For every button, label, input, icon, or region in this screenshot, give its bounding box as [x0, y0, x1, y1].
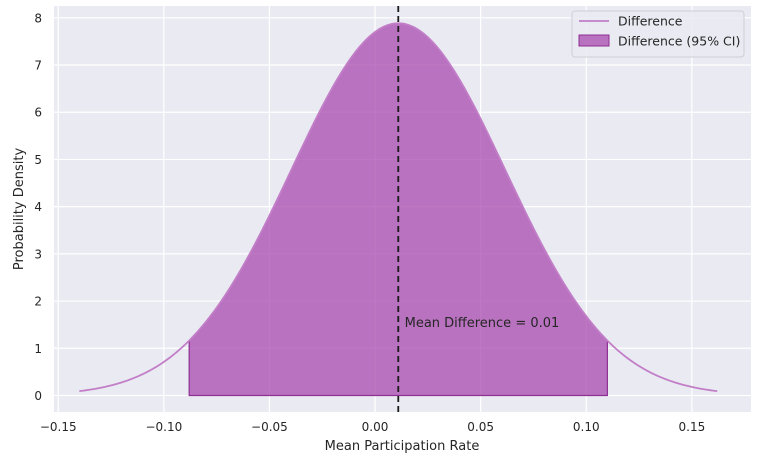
legend: Difference Difference (95% CI)	[571, 10, 745, 58]
y-tick-label: 7	[34, 59, 42, 73]
x-axis-label: Mean Participation Rate	[325, 439, 480, 454]
y-tick-label: 5	[34, 153, 42, 167]
x-tick-label: 0.15	[679, 420, 706, 434]
y-tick-label: 0	[34, 389, 42, 403]
y-tick-label: 8	[34, 11, 42, 25]
legend-label-difference-ci: Difference (95% CI)	[618, 34, 740, 49]
y-tick-label: 3	[34, 247, 42, 261]
x-tick-label: −0.05	[251, 420, 288, 434]
x-tick-label: 0.10	[573, 420, 600, 434]
y-axis-label: Probability Density	[12, 148, 27, 271]
difference-line	[79, 22, 718, 393]
x-tick-label: −0.15	[40, 420, 77, 434]
x-tick-label: 0.00	[362, 420, 389, 434]
ticks: −0.15 −0.10 −0.05 0.00 0.05 0.10 0.15 0 1 2 3 4 5 6 7 8	[34, 11, 705, 434]
x-tick-label: 0.05	[467, 420, 494, 434]
y-tick-label: 1	[34, 342, 42, 356]
mean-difference-annotation: Mean Difference = 0.01	[405, 316, 560, 331]
legend-area-swatch	[578, 34, 610, 47]
legend-box	[571, 10, 745, 58]
legend-label-difference: Difference	[618, 14, 683, 29]
x-tick-label: −0.10	[145, 420, 182, 434]
y-tick-label: 2	[34, 295, 42, 309]
data-layer	[79, 6, 718, 412]
y-tick-label: 6	[34, 106, 42, 120]
y-tick-label: 4	[34, 200, 42, 214]
